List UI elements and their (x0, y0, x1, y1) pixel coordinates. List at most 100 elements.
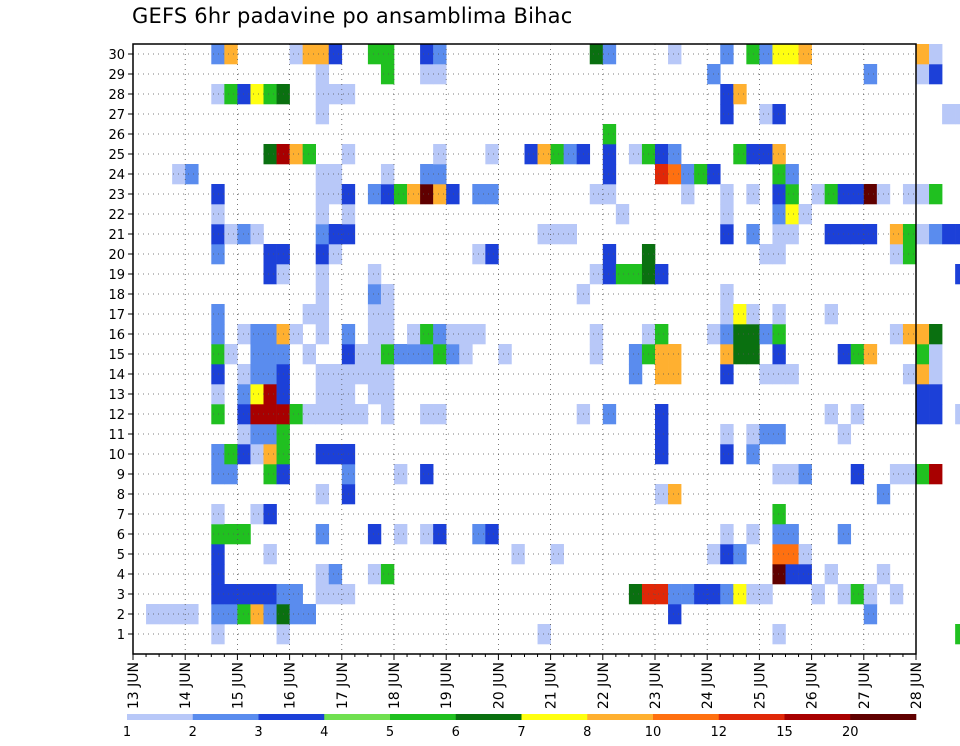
heatmap-cell (655, 404, 669, 425)
x-tick-label: 26 JUN (805, 662, 821, 709)
heatmap-cell (720, 84, 734, 105)
heatmap-cell (224, 524, 238, 545)
heatmap-cell (550, 544, 564, 565)
heatmap-cell (759, 584, 773, 605)
heatmap-cell (224, 444, 238, 465)
heatmap-cell (916, 224, 930, 245)
heatmap-cell (328, 384, 343, 405)
heatmap-cell (237, 224, 251, 245)
heatmap-cell (824, 404, 838, 425)
colorbar-swatch (192, 714, 259, 720)
heatmap-cell (759, 424, 773, 445)
colorbar-label: 15 (776, 725, 793, 740)
heatmap-cell (694, 584, 708, 605)
y-tick-label: 27 (108, 108, 125, 123)
heatmap-cell (550, 224, 564, 245)
y-tick-label: 1 (117, 628, 125, 643)
heatmap-cell (315, 164, 330, 185)
y-tick-label: 5 (117, 548, 125, 563)
heatmap-cell (902, 364, 917, 385)
heatmap-cell (211, 224, 225, 245)
heatmap-cell (537, 224, 551, 245)
heatmap-cell (889, 324, 904, 345)
heatmap-cell (237, 424, 251, 445)
heatmap-cell (628, 144, 643, 165)
heatmap-cell (655, 424, 669, 445)
y-tick-label: 14 (108, 368, 125, 383)
heatmap-cell (733, 324, 747, 345)
heatmap-cell (224, 464, 238, 485)
heatmap-cell (668, 44, 682, 65)
heatmap-cell (211, 184, 225, 205)
y-tick-label: 17 (108, 308, 125, 323)
heatmap-cell (250, 224, 264, 245)
heatmap-cell (433, 524, 447, 545)
heatmap-cell (628, 264, 643, 285)
heatmap-cell (772, 224, 786, 245)
y-tick-label: 24 (108, 168, 125, 183)
heatmap-cell (863, 64, 878, 85)
heatmap-cell (850, 584, 865, 605)
heatmap-cell (263, 144, 277, 165)
heatmap-cell (224, 604, 238, 625)
heatmap-cell (459, 324, 473, 345)
heatmap-cell (433, 344, 447, 365)
heatmap-cell (955, 224, 960, 245)
heatmap-cell (315, 84, 330, 105)
colorbar-label: 1 (123, 725, 131, 740)
heatmap-cell (655, 584, 669, 605)
heatmap-cell (302, 304, 316, 325)
heatmap-cell (537, 624, 551, 645)
heatmap-cell (380, 364, 395, 385)
heatmap-cell (942, 104, 956, 125)
heatmap-cell (394, 184, 408, 205)
heatmap-cell (772, 344, 786, 365)
heatmap-cell (772, 624, 786, 645)
heatmap-cell (315, 384, 330, 405)
heatmap-cell (420, 164, 434, 185)
heatmap-cell (237, 384, 251, 405)
y-tick-label: 18 (108, 288, 125, 303)
heatmap-cell (772, 44, 786, 65)
heatmap-cell (772, 524, 786, 545)
heatmap-cell (250, 604, 264, 625)
heatmap-cell (850, 344, 865, 365)
heatmap-cell (328, 84, 343, 105)
heatmap-cell (211, 244, 225, 265)
heatmap-cell (720, 284, 734, 305)
heatmap-cell (850, 224, 865, 245)
heatmap-cell (824, 184, 838, 205)
heatmap-cell (929, 224, 943, 245)
heatmap-cell (289, 144, 303, 165)
heatmap-cell (289, 44, 303, 65)
heatmap-cell (720, 584, 734, 605)
y-tick-label: 6 (117, 528, 125, 543)
heatmap-cell (916, 384, 930, 405)
heatmap-cell (798, 464, 812, 485)
heatmap-cell (315, 204, 330, 225)
heatmap-cell (289, 404, 303, 425)
heatmap-cell (302, 344, 316, 365)
heatmap-cell (668, 604, 682, 625)
heatmap-cell (420, 44, 434, 65)
heatmap-cell (380, 344, 395, 365)
heatmap-cell (720, 444, 734, 465)
heatmap-cell (315, 564, 330, 585)
heatmap-cell (367, 364, 382, 385)
heatmap-cell (837, 424, 852, 445)
heatmap-cell (929, 184, 943, 205)
heatmap-cell (563, 224, 577, 245)
heatmap-cell (328, 364, 343, 385)
y-tick-label: 28 (108, 88, 125, 103)
heatmap-cell (602, 124, 617, 145)
heatmap-cell (250, 84, 264, 105)
heatmap-cell (263, 324, 277, 345)
heatmap-cell (250, 364, 264, 385)
heatmap-cell (211, 624, 225, 645)
heatmap-cell (929, 44, 943, 65)
heatmap-cell (433, 44, 447, 65)
colorbar-label: 20 (842, 725, 859, 740)
heatmap-cell (889, 224, 904, 245)
heatmap-cell (380, 404, 395, 425)
